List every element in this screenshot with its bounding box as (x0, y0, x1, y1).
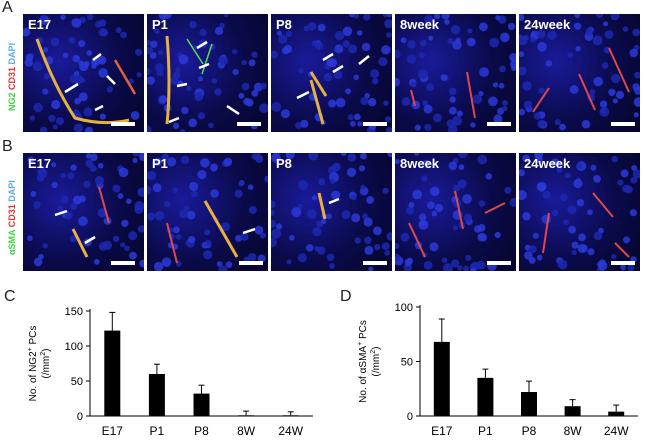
tissue-graphic (519, 153, 640, 271)
tile-title: 24week (524, 156, 571, 171)
tissue-graphic (27, 153, 144, 268)
bar (433, 341, 450, 416)
micrograph-a-1: E17 (23, 14, 144, 132)
x-tick-label: P1 (150, 424, 165, 438)
x-tick-label: P1 (478, 424, 493, 438)
bar (148, 374, 165, 416)
tissue-graphic (147, 14, 268, 132)
x-tick-label: 8W (564, 424, 583, 438)
micrograph-a-5: 24week (519, 14, 640, 132)
y-tick-label: 50 (401, 357, 413, 369)
tissue-graphic (271, 153, 392, 271)
y-label-line1: No. of NG2+ PCs (27, 326, 39, 402)
x-tick-label: 8W (237, 424, 256, 438)
bar (238, 415, 255, 416)
x-tick-label: 24W (604, 424, 629, 438)
bar-chart-d: 0 50 100 E17 P1 P8 8W 24W No. of αSMA+ PCs(/mm2) (357, 302, 638, 438)
y-tick-label: 150 (65, 306, 83, 318)
stain-marker: αSMA (7, 229, 17, 255)
bar-chart-c: 0 50 100 150 E17 P1 P8 8W 24W No. of NG2+ PCs(/mm… (27, 306, 313, 438)
y-tick-label: 50 (71, 376, 83, 388)
y-tick-label: 100 (395, 302, 413, 314)
bar (564, 406, 581, 416)
tile-title: E17 (28, 17, 52, 32)
bar (282, 415, 299, 416)
micrograph-b-4: 8week (395, 153, 516, 271)
stain-nuc: DAPI (7, 42, 17, 65)
panel-label-b: B (2, 138, 13, 155)
tissue-graphic (23, 14, 143, 132)
micrograph-a-3: P8 (271, 14, 392, 132)
bar (608, 411, 625, 416)
stain-nuc: DAPI (7, 180, 17, 202)
stain-marker: NG2 (7, 92, 17, 111)
bar (477, 377, 494, 416)
y-axis-label: No. of NG2+ PCs(/mm2) (27, 326, 52, 402)
panel-label-c: C (4, 288, 16, 305)
y-axis-label: No. of αSMA+ PCs(/mm2) (357, 320, 382, 403)
tile-title: E17 (28, 156, 52, 171)
micrograph-a-4: 8week (395, 14, 516, 132)
micrograph-b-1: E17 (23, 153, 144, 271)
micrograph-b-5: 24week (519, 153, 640, 271)
micrograph-a-2: P1 (147, 14, 268, 132)
tissue-graphic (147, 153, 268, 271)
y-tick-label: 100 (65, 341, 83, 353)
tile-title: P8 (276, 17, 292, 32)
panel-label-a: A (2, 0, 13, 16)
tile-title: P1 (152, 156, 168, 171)
y-tick-label: 0 (407, 411, 413, 423)
x-tick-label: E17 (431, 424, 453, 438)
panel-label-d: D (340, 288, 352, 305)
micrograph-b-2: P1 (147, 153, 268, 271)
x-tick-label: P8 (522, 424, 537, 438)
row-b-stain-label: αSMA CD31 DAPI (7, 177, 17, 255)
tile-title: P8 (276, 156, 292, 171)
bar (521, 392, 537, 416)
y-label-line2: (/mm2) (370, 346, 382, 376)
x-tick-label: 24W (278, 424, 303, 438)
tissue-graphic (395, 153, 516, 271)
y-label-line1: No. of αSMA+ PCs (357, 320, 369, 403)
stain-endo: CD31 (7, 66, 17, 90)
tile-title: 8week (400, 17, 440, 32)
tissue-graphic (271, 14, 392, 132)
tissue-graphic (519, 14, 640, 131)
x-tick-label: P8 (194, 424, 209, 438)
stain-endo: CD31 (7, 204, 17, 228)
y-tick-label: 0 (77, 411, 83, 423)
micrograph-b-3: P8 (271, 153, 392, 271)
tissue-graphic (395, 14, 516, 132)
x-tick-label: E17 (102, 424, 124, 438)
tile-title: P1 (152, 17, 168, 32)
y-label-line2: (/mm2) (40, 348, 52, 378)
tile-title: 8week (400, 156, 440, 171)
bar (104, 330, 121, 416)
row-a-stain-label: NG2 CD31 DAPI (7, 41, 17, 111)
tile-title: 24week (524, 17, 571, 32)
bar (193, 393, 210, 416)
